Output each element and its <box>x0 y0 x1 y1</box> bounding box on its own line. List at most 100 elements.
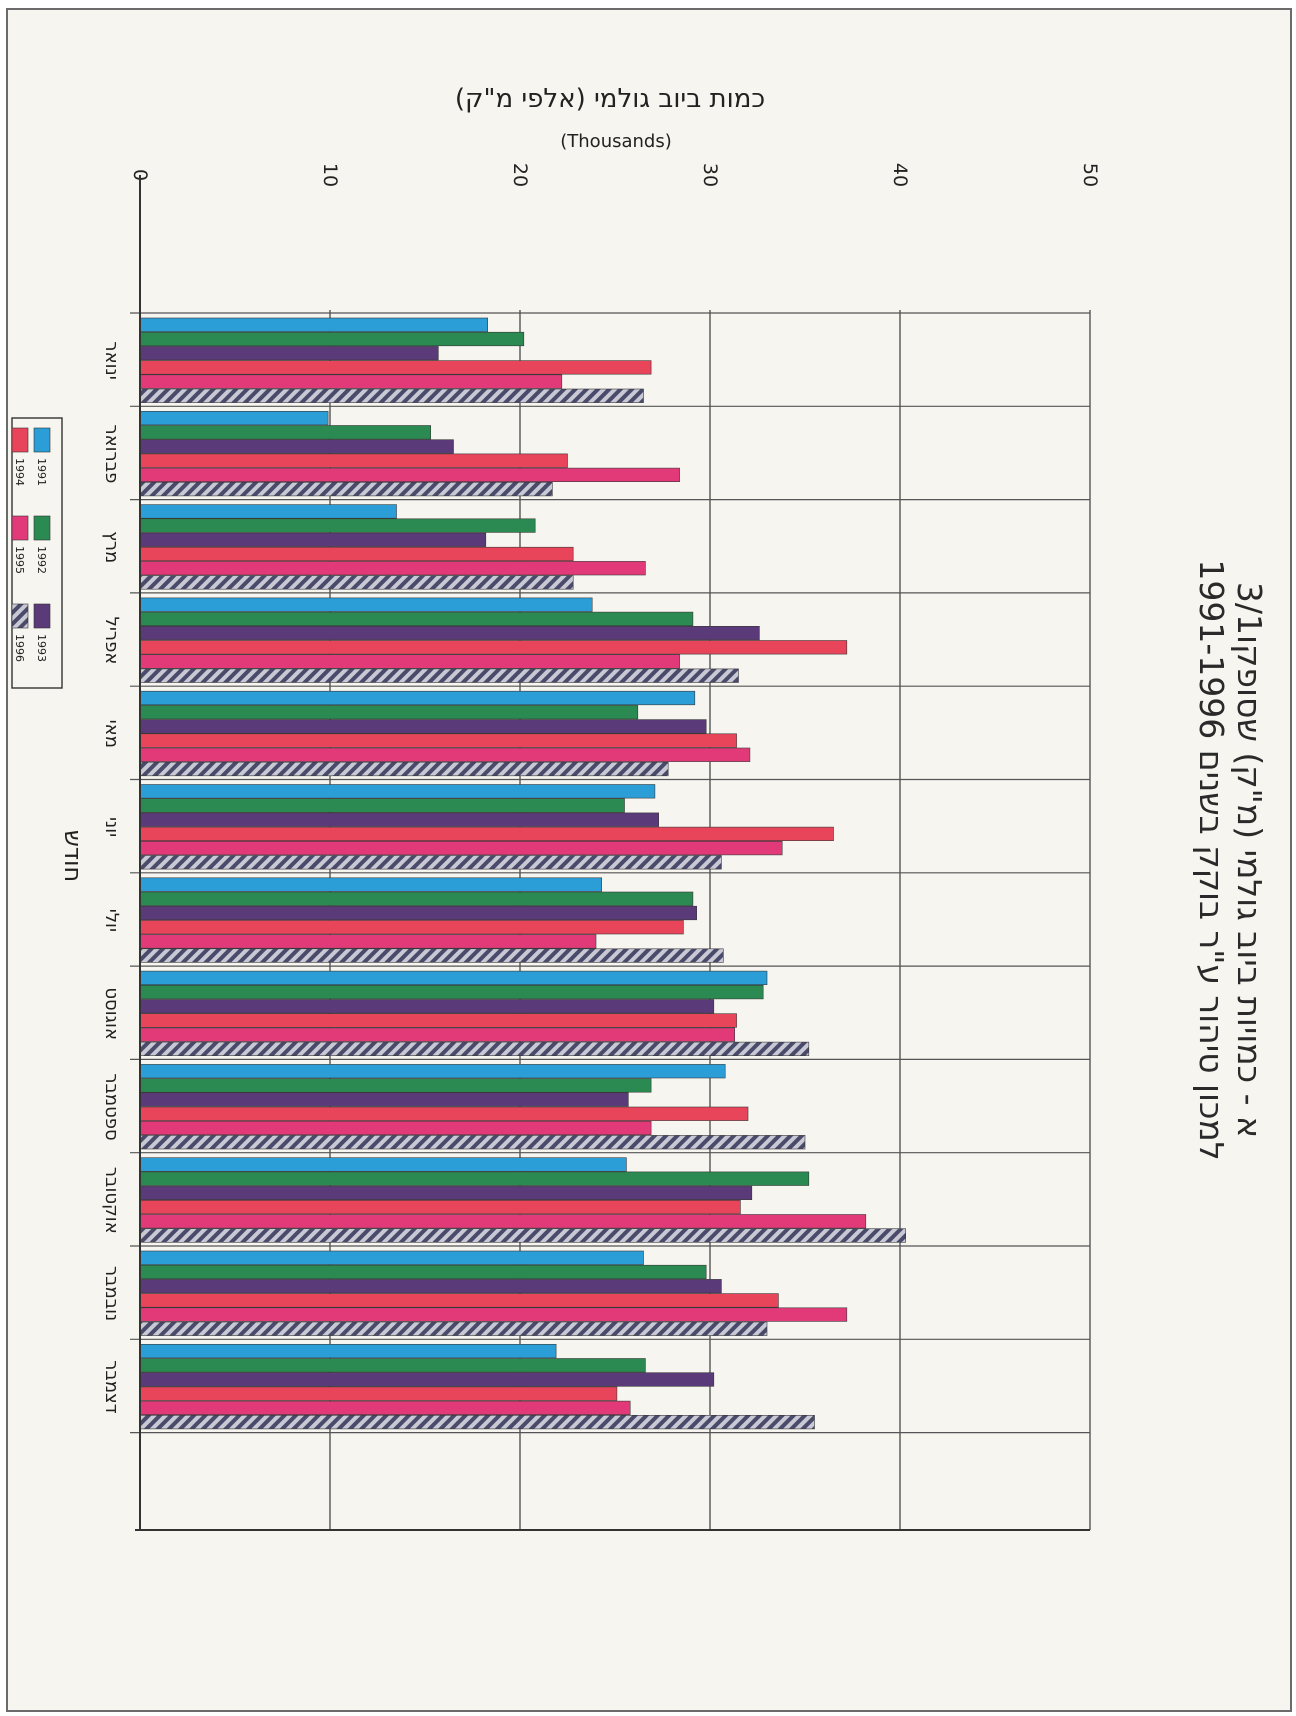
bar <box>139 1386 618 1401</box>
bar <box>139 611 694 626</box>
chart-title-line1: 3/1א - כמויות ביוב גולמי (מ"ק) שסופקו <box>1230 582 1269 1138</box>
category-label: ספטמבר <box>101 1073 122 1140</box>
legend: 1991 1992 1993 1994 1995 1996 <box>11 417 63 689</box>
legend-label-group: 1995 <box>13 546 26 574</box>
bar <box>139 761 669 777</box>
bar <box>139 388 644 403</box>
bar <box>139 1321 768 1336</box>
legend-label: 1994 <box>13 458 26 486</box>
bar <box>139 1157 627 1172</box>
bar <box>139 439 454 454</box>
bar <box>139 1358 646 1373</box>
value-tick-label: 30 <box>699 163 721 187</box>
bar <box>139 1171 810 1186</box>
category-label-group: יולי <box>101 909 122 932</box>
category-label-group: יוני <box>101 817 122 837</box>
bar <box>139 668 739 683</box>
legend-label: 1995 <box>13 546 26 574</box>
legend-label: 1996 <box>13 634 26 662</box>
bar <box>139 1027 736 1042</box>
tick-label-group: 10 <box>319 163 341 187</box>
bar <box>139 1185 753 1200</box>
category-label-group: מרץ <box>101 531 122 563</box>
legend-swatch <box>33 427 51 453</box>
legend-label-group: 1992 <box>35 546 48 574</box>
category-label-group: אוגוסט <box>101 987 122 1040</box>
bar <box>139 518 536 533</box>
category-label-group: ספטמבר <box>101 1073 122 1140</box>
bar <box>139 747 751 762</box>
legend-label: 1991 <box>35 458 48 486</box>
bar <box>139 410 329 426</box>
value-axis-ticks: 01020304050 <box>129 163 1101 187</box>
bar <box>139 970 768 985</box>
bar <box>139 1228 907 1243</box>
bar <box>139 1264 707 1280</box>
value-tick-label: 40 <box>889 163 911 187</box>
tick-label-group: 20 <box>509 163 531 187</box>
bar <box>139 719 707 734</box>
tick-label-group: 40 <box>889 163 911 187</box>
bar <box>139 654 680 669</box>
bar <box>139 1092 629 1107</box>
bar <box>139 905 698 921</box>
bar <box>139 1344 557 1359</box>
category-label: פברואר <box>101 424 122 483</box>
bar <box>139 1135 806 1150</box>
legend-label-group: 1993 <box>35 634 48 662</box>
bar <box>139 504 397 519</box>
bar <box>139 597 593 612</box>
bar <box>139 840 783 856</box>
bar <box>139 1064 726 1079</box>
category-label-group: אוקטובר <box>101 1167 122 1234</box>
bar <box>139 532 487 547</box>
legend-swatch <box>33 603 51 629</box>
bar <box>139 999 715 1014</box>
legend-label-group: 1996 <box>13 634 26 662</box>
category-label: נובמבר <box>101 1266 122 1321</box>
bar <box>139 798 625 813</box>
category-label: ינואר <box>101 341 122 379</box>
tick-label-group: 50 <box>1079 163 1101 187</box>
category-label-group: נובמבר <box>101 1266 122 1321</box>
bars <box>139 317 907 1430</box>
bar <box>139 784 656 799</box>
bar <box>139 826 834 841</box>
bar <box>139 1120 652 1136</box>
bar <box>139 346 439 361</box>
legend-label: 1993 <box>35 634 48 662</box>
category-axis-title: חודש <box>59 830 87 882</box>
bar <box>139 1279 722 1294</box>
legend-label-group: 1991 <box>35 458 48 486</box>
bar <box>139 561 646 576</box>
category-label-group: מאי <box>101 720 122 748</box>
bar <box>139 733 737 748</box>
bar <box>139 317 489 332</box>
bar <box>139 640 848 655</box>
value-tick-label: 20 <box>509 163 531 187</box>
bar <box>139 690 696 706</box>
bar <box>139 705 639 720</box>
legend-swatch <box>33 515 51 541</box>
bar <box>139 920 684 935</box>
category-label: אפריל <box>101 617 122 665</box>
chart-title-line2: למכון טיהור ע"ר בוקק בשנים 1991-1996 <box>1192 559 1231 1160</box>
legend-swatch <box>11 427 29 453</box>
category-label: מרץ <box>101 531 122 563</box>
bar <box>139 1078 652 1093</box>
bar <box>139 374 563 389</box>
bar <box>139 467 680 483</box>
bar <box>139 546 574 562</box>
bar <box>139 1415 815 1430</box>
category-label: יוני <box>101 817 122 837</box>
legend-label-group: 1994 <box>13 458 26 486</box>
legend-label: 1992 <box>35 546 48 574</box>
bar <box>139 425 432 440</box>
value-tick-label: 10 <box>319 163 341 187</box>
axes <box>135 175 1090 1531</box>
value-axis-title: כמות ביוב גולמי (אלפי מ"ק) <box>455 84 765 114</box>
bar <box>139 1307 848 1322</box>
legend-box <box>11 417 63 689</box>
bar <box>139 360 652 375</box>
